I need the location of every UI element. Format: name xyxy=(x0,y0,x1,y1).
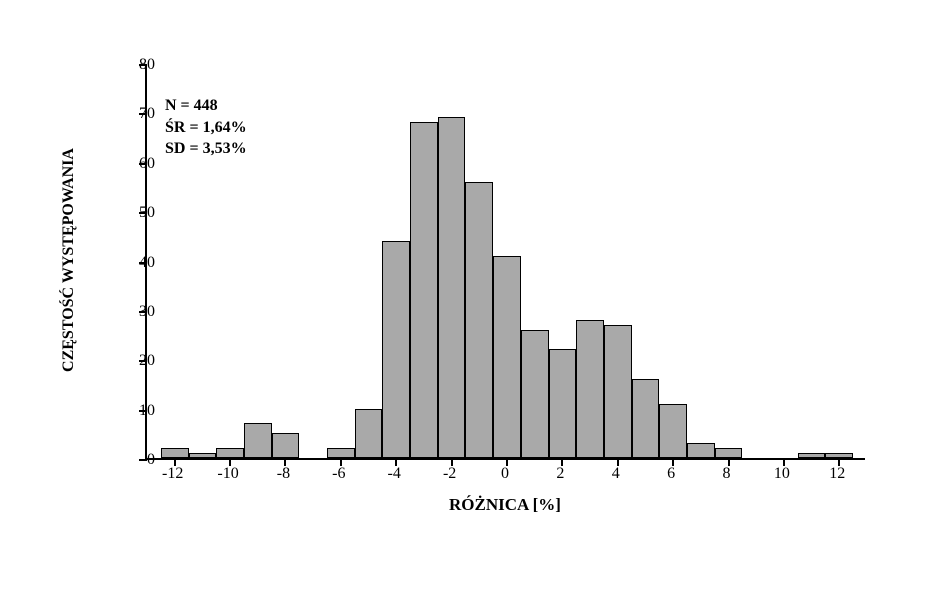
histogram-bar xyxy=(244,423,272,458)
histogram-bar xyxy=(576,320,604,458)
histogram-bar xyxy=(410,122,438,458)
histogram-bar xyxy=(382,241,410,458)
histogram-chart: CZĘSTOŚĆ WYSTĘPOWANIA RÓŻNICA [%] N = 44… xyxy=(70,55,890,535)
x-tick-label: 12 xyxy=(817,465,857,483)
y-tick-label: 80 xyxy=(115,56,155,74)
x-tick-label: -6 xyxy=(319,465,359,483)
histogram-bar xyxy=(687,443,715,458)
x-tick-label: -2 xyxy=(430,465,470,483)
histogram-bar xyxy=(604,325,632,458)
x-tick-label: -4 xyxy=(374,465,414,483)
histogram-bar xyxy=(521,330,549,458)
histogram-bar xyxy=(632,379,660,458)
histogram-bar xyxy=(327,448,355,458)
histogram-bar xyxy=(272,433,300,458)
histogram-bar xyxy=(465,182,493,459)
stats-box: N = 448 ŚR = 1,64% SD = 3,53% xyxy=(165,95,247,160)
y-tick-label: 10 xyxy=(115,402,155,420)
y-tick-label: 70 xyxy=(115,105,155,123)
histogram-bar xyxy=(189,453,217,458)
histogram-bar xyxy=(549,349,577,458)
x-tick-label: 10 xyxy=(762,465,802,483)
x-tick-label: -8 xyxy=(263,465,303,483)
y-tick-label: 20 xyxy=(115,352,155,370)
stat-n: N = 448 xyxy=(165,95,247,117)
x-tick-label: 4 xyxy=(596,465,636,483)
stat-mean: ŚR = 1,64% xyxy=(165,117,247,139)
histogram-bar xyxy=(161,448,189,458)
x-tick-label: 8 xyxy=(707,465,747,483)
histogram-bar xyxy=(659,404,687,458)
histogram-bar xyxy=(438,117,466,458)
plot-area xyxy=(145,65,865,460)
y-tick-label: 30 xyxy=(115,303,155,321)
x-tick-label: 2 xyxy=(540,465,580,483)
histogram-bar xyxy=(715,448,743,458)
x-tick-label: 6 xyxy=(651,465,691,483)
x-tick-label: -12 xyxy=(153,465,193,483)
stat-sd: SD = 3,53% xyxy=(165,138,247,160)
x-axis-title: RÓŻNICA [%] xyxy=(145,495,865,515)
histogram-bar xyxy=(798,453,826,458)
histogram-bar xyxy=(355,409,383,458)
x-tick-label: 0 xyxy=(485,465,525,483)
y-axis-title: CZĘSTOŚĆ WYSTĘPOWANIA xyxy=(60,148,78,372)
y-tick-label: 50 xyxy=(115,204,155,222)
histogram-bar xyxy=(825,453,853,458)
y-tick-label: 40 xyxy=(115,254,155,272)
y-tick-label: 0 xyxy=(115,451,155,469)
histogram-bar xyxy=(493,256,521,458)
y-tick-label: 60 xyxy=(115,155,155,173)
histogram-bar xyxy=(216,448,244,458)
x-tick-label: -10 xyxy=(208,465,248,483)
